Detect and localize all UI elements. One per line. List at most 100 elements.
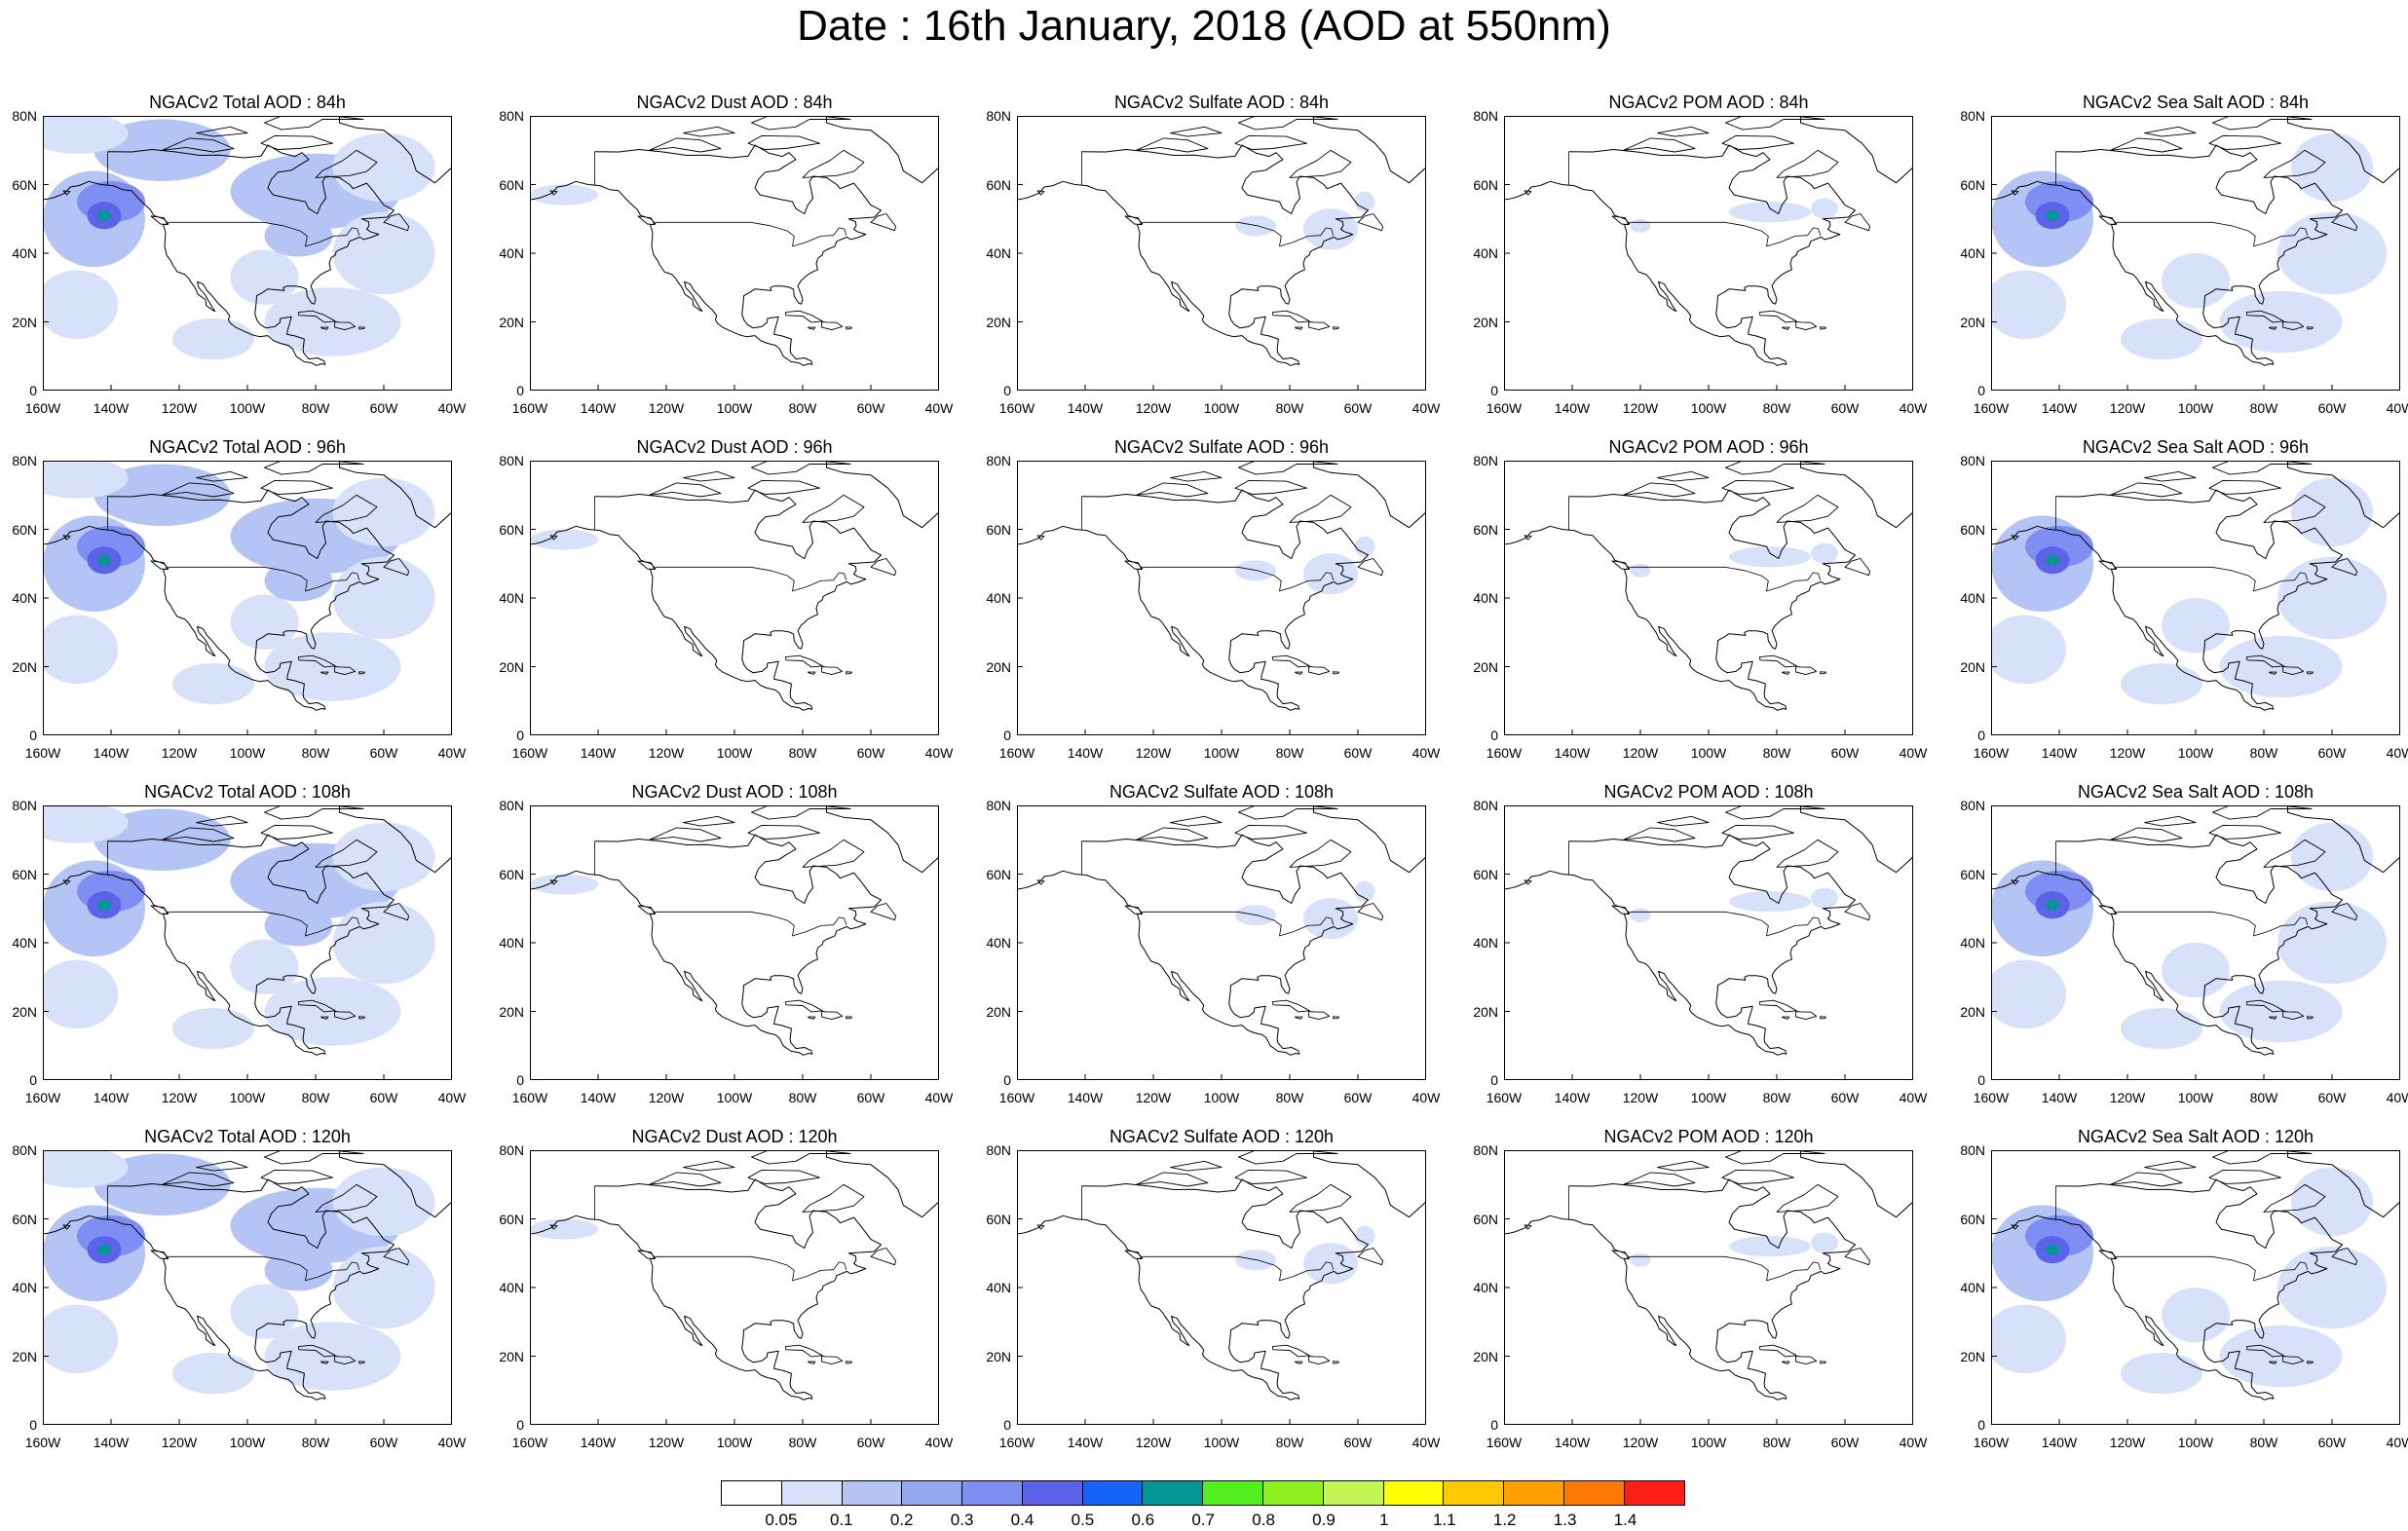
- x-tick-label: 160W: [24, 745, 61, 761]
- aod-field-patch: [1729, 202, 1811, 223]
- y-tick-label: 40N: [499, 1280, 524, 1295]
- x-tick-label: 60W: [856, 745, 885, 761]
- y-tick-label: 60N: [12, 1211, 37, 1227]
- x-tick-label: 80W: [1275, 1435, 1304, 1450]
- y-tick-label: 40N: [12, 935, 37, 951]
- x-tick-label: 40W: [437, 745, 467, 761]
- panel-title: NGACv2 POM AOD : 108h: [1603, 782, 1814, 802]
- x-tick-label: 40W: [924, 1435, 954, 1450]
- x-tick-label: 160W: [998, 400, 1035, 416]
- x-tick-label: 160W: [24, 1090, 61, 1105]
- panel-title: NGACv2 Sulfate AOD : 108h: [1109, 782, 1335, 802]
- x-tick-label: 60W: [369, 1090, 398, 1105]
- y-tick-label: 80N: [499, 798, 524, 813]
- y-tick-label: 20N: [499, 1348, 524, 1364]
- aod-field-patch: [2291, 477, 2373, 547]
- aod-field-patch: [1630, 908, 1651, 922]
- x-tick-label: 160W: [1973, 1435, 2010, 1450]
- legend-swatch: [781, 1481, 843, 1505]
- aod-map: [1991, 805, 2400, 1080]
- x-tick-label: 60W: [856, 1090, 885, 1105]
- x-tick-label: 40W: [2386, 400, 2408, 416]
- y-tick-label: 40N: [1473, 935, 1498, 951]
- y-tick-label: 0: [1977, 383, 1985, 398]
- aod-map: [43, 805, 452, 1080]
- aod-field-patch: [1303, 208, 1358, 250]
- x-tick-label: 60W: [1830, 745, 1860, 761]
- x-tick-label: 80W: [301, 745, 330, 761]
- aod-map: [530, 461, 939, 735]
- y-tick-label: 40N: [1960, 1280, 1985, 1295]
- x-tick-label: 100W: [229, 1090, 266, 1105]
- aod-field-patch: [332, 1246, 435, 1329]
- legend-swatch: [1383, 1481, 1445, 1505]
- x-tick-label: 60W: [1343, 1435, 1373, 1450]
- y-tick-label: 0: [1977, 1072, 1985, 1088]
- y-tick-label: 80N: [12, 1142, 37, 1158]
- x-tick-label: 80W: [2249, 1435, 2278, 1450]
- x-tick-label: 60W: [2317, 1435, 2347, 1450]
- aod-field-patch: [43, 959, 118, 1029]
- y-tick-label: 20N: [1960, 1348, 1985, 1364]
- legend-swatch: [1143, 1481, 1204, 1505]
- aod-field-patch: [2291, 1167, 2373, 1237]
- x-tick-label: 80W: [788, 745, 817, 761]
- y-tick-label: 80N: [12, 798, 37, 813]
- aod-field-patch: [2121, 317, 2202, 360]
- y-tick-label: 0: [1003, 1072, 1011, 1088]
- aod-field-patch: [97, 1244, 111, 1255]
- x-tick-label: 120W: [648, 745, 685, 761]
- aod-field-patch: [1729, 546, 1811, 568]
- aod-field-patch: [43, 1304, 118, 1374]
- panel-title: NGACv2 POM AOD : 96h: [1608, 437, 1809, 457]
- aod-field-patch: [230, 939, 299, 994]
- x-tick-label: 100W: [1690, 1435, 1727, 1450]
- x-tick-label: 60W: [2317, 745, 2347, 761]
- x-tick-label: 80W: [1762, 1090, 1791, 1105]
- y-tick-label: 40N: [1960, 245, 1985, 261]
- y-tick-label: 60N: [1960, 176, 1985, 193]
- y-tick-label: 20N: [499, 314, 524, 330]
- x-tick-label: 120W: [648, 1090, 685, 1105]
- x-tick-label: 80W: [1275, 1090, 1304, 1105]
- aod-field-patch: [172, 662, 254, 705]
- aod-map: [1991, 116, 2400, 391]
- x-tick-label: 140W: [1067, 1435, 1104, 1450]
- x-tick-label: 60W: [1830, 1090, 1860, 1105]
- y-tick-label: 0: [1003, 728, 1011, 743]
- x-tick-label: 80W: [2249, 745, 2278, 761]
- y-tick-label: 60N: [1473, 866, 1498, 882]
- figure-title: Date : 16th January, 2018 (AOD at 550nm): [797, 2, 1611, 50]
- y-tick-label: 60N: [986, 521, 1011, 538]
- y-tick-label: 60N: [1473, 1211, 1498, 1227]
- y-tick-label: 80N: [1473, 453, 1498, 468]
- x-tick-label: 60W: [1830, 400, 1860, 416]
- x-tick-label: 80W: [788, 1090, 817, 1105]
- x-tick-label: 120W: [2109, 1435, 2146, 1450]
- x-tick-label: 140W: [2041, 745, 2078, 761]
- y-tick-label: 0: [29, 1417, 37, 1433]
- y-tick-label: 20N: [986, 658, 1011, 675]
- aod-field-patch: [1811, 887, 1838, 909]
- aod-field-patch: [1729, 891, 1811, 913]
- aod-map: [1504, 116, 1913, 391]
- y-tick-label: 0: [516, 1072, 524, 1088]
- x-tick-label: 40W: [437, 1090, 467, 1105]
- y-tick-label: 80N: [12, 453, 37, 468]
- y-tick-label: 80N: [1473, 798, 1498, 813]
- aod-field-patch: [2162, 1288, 2230, 1343]
- x-tick-label: 100W: [2177, 1435, 2214, 1450]
- y-tick-label: 80N: [986, 1142, 1011, 1158]
- y-tick-label: 80N: [499, 1142, 524, 1158]
- aod-field-patch: [2046, 1244, 2059, 1255]
- y-tick-label: 0: [516, 383, 524, 398]
- x-tick-label: 80W: [1762, 745, 1791, 761]
- x-tick-label: 60W: [1343, 745, 1373, 761]
- y-tick-label: 80N: [12, 108, 37, 124]
- y-tick-label: 80N: [499, 453, 524, 468]
- aod-field-patch: [43, 270, 118, 340]
- aod-field-patch: [2121, 1352, 2202, 1395]
- legend-swatch: [1323, 1481, 1384, 1505]
- aod-field-patch: [332, 477, 435, 547]
- y-tick-label: 20N: [499, 1003, 524, 1020]
